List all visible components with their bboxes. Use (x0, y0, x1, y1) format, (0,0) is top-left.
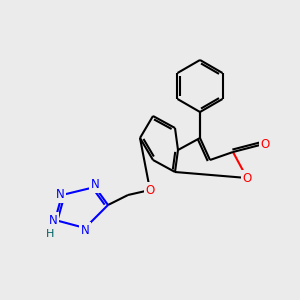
Text: O: O (146, 184, 154, 196)
Text: O: O (242, 172, 252, 184)
Text: N: N (56, 188, 64, 202)
Text: O: O (260, 139, 270, 152)
Text: N: N (49, 214, 57, 226)
Text: N: N (81, 224, 89, 236)
Text: N: N (91, 178, 99, 191)
Text: H: H (46, 229, 54, 239)
